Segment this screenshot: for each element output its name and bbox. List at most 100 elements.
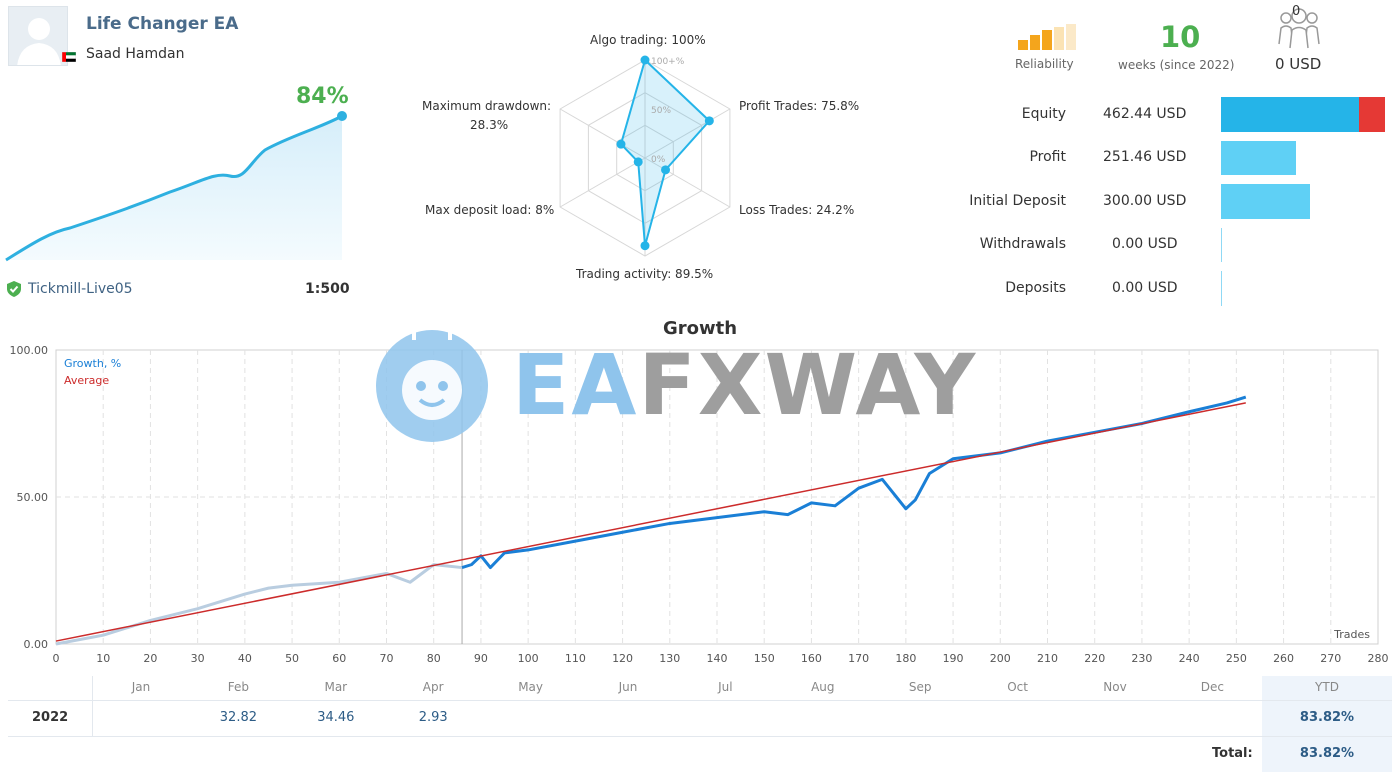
chart-x-tick-label: 40 [238,652,252,665]
chart-x-tick-label: 190 [943,652,964,665]
month-value[interactable]: 34.46 [317,710,355,725]
chart-x-tick-label: 180 [895,652,916,665]
growth-chart: 0 10 20 30 40 50 60 70 80 90 100 110 120 130 140 150 160… [10,344,1389,665]
growth-percent: 84% [296,84,349,109]
mini-chart-endpoint [337,111,347,121]
month-header: Jul [718,680,733,694]
author-name[interactable]: Saad Hamdan [86,46,185,62]
equity-loss-bar [1359,97,1385,132]
legend-growth[interactable]: Growth, % [64,357,121,370]
total-value: 83.82% [1299,746,1355,761]
growth-series-line [461,395,1247,570]
radar-axis [644,157,731,208]
stat-label-deposits: Deposits [1005,280,1066,296]
radar-label-deposit-load: Max deposit load: 8% [425,203,555,217]
month-header: Aug [811,680,835,694]
profit-bar [1221,141,1296,175]
stat-label-equity: Equity [1021,106,1066,122]
stat-value-profit: 251.46 USD [1103,149,1187,165]
radar-point [633,157,643,167]
stat-value-equity: 462.44 USD [1103,106,1187,122]
radar-point [640,241,650,251]
chart-x-tick-label: 120 [612,652,633,665]
chart-x-tick-label: 10 [96,652,110,665]
chart-x-tick-label: 140 [707,652,728,665]
month-header: Nov [1103,680,1127,694]
chart-y-tick-label: 100.00 [10,344,49,357]
equity-bar [1221,97,1359,132]
stat-label-initial-deposit: Initial Deposit [969,193,1066,209]
chart-x-tick-label: 100 [518,652,539,665]
signal-title[interactable]: Life Changer EA [86,14,239,34]
radar-chart: 100+% 50% 0% [559,55,731,257]
avatar-person-icon [17,18,61,65]
watermark-text: EAFXWAY [512,336,977,434]
watermark-ea: EA [512,336,639,434]
leverage: 1:500 [305,281,350,297]
chart-x-tick-label: 110 [565,652,586,665]
subscribers-count: 0 [1292,4,1301,19]
broker-link[interactable]: Tickmill-Live05 [28,281,133,297]
total-label: Total: [1212,746,1253,761]
chart-x-tick-label: 50 [285,652,299,665]
chart-x-tick-label: 160 [801,652,822,665]
radar-label-drawdown: Maximum drawdown: [422,99,552,113]
uae-flag-icon [62,52,76,62]
month-value[interactable]: 32.82 [219,710,257,725]
radar-value-area [619,58,711,246]
radar-label-profit: Profit Trades: 75.8% [739,99,860,113]
average-series-line [55,402,1246,642]
radar-point [661,165,671,175]
growth-series-history-line [55,563,463,646]
avatar[interactable] [8,6,68,66]
withdrawals-bar [1221,228,1222,262]
radar-label-algo: Algo trading: 100% [590,33,706,47]
chart-x-tick-label: 210 [1037,652,1058,665]
subscribers-icon [1278,8,1320,49]
chart-x-tick-label: 170 [848,652,869,665]
weeks-label: weeks (since 2022) [1118,58,1235,72]
chart-x-tick-label: 240 [1179,652,1200,665]
chart-x-tick-label: 230 [1131,652,1152,665]
chart-y-tick-label: 0.00 [24,638,49,651]
chart-x-tick-label: 30 [191,652,205,665]
stat-label-withdrawals: Withdrawals [979,236,1066,252]
month-header: Mar [324,680,348,694]
subscribers-usd: 0 USD [1275,55,1322,73]
month-header: Jun [618,680,638,694]
ytd-header: YTD [1315,680,1339,694]
reliability-label: Reliability [1015,57,1074,71]
chart-x-tick-label: 80 [427,652,441,665]
stat-value-initial-deposit: 300.00 USD [1103,193,1187,209]
month-header: Dec [1200,680,1224,694]
month-header: Feb [227,680,250,694]
month-header: Jan [131,680,151,694]
watermark-fxway: FXWAY [638,336,978,434]
chart-x-tick-label: 20 [143,652,157,665]
table-col-divider [92,676,93,736]
chart-x-tick-label: 150 [754,652,775,665]
radar-point [640,55,650,65]
month-header: Apr [422,680,444,694]
ytd-value: 83.82% [1299,710,1355,725]
table-row-divider [8,700,1392,701]
radar-axis [559,157,646,208]
radar-tick-label: 100+% [651,57,685,67]
radar-tick-label: 50% [651,106,671,116]
chart-x-tick-label: 70 [380,652,394,665]
chart-x-tick-label: 200 [990,652,1011,665]
chart-x-tick-label: 260 [1273,652,1294,665]
chart-x-tick-label: 90 [474,652,488,665]
month-value[interactable]: 2.93 [418,710,448,725]
table-row-divider-2 [8,736,1392,737]
stat-value-deposits: 0.00 USD [1112,280,1178,296]
weeks-count: 10 [1160,20,1201,54]
radar-axis [644,108,731,159]
chart-x-tick-label: 250 [1226,652,1247,665]
reliability-bars-icon [1018,24,1076,50]
chart-y-tick-label: 50.00 [17,491,49,504]
legend-average[interactable]: Average [64,374,109,387]
chart-x-tick-label: 130 [659,652,680,665]
radar-label-activity: Trading activity: 89.5% [576,267,714,281]
stat-label-profit: Profit [1029,149,1066,165]
